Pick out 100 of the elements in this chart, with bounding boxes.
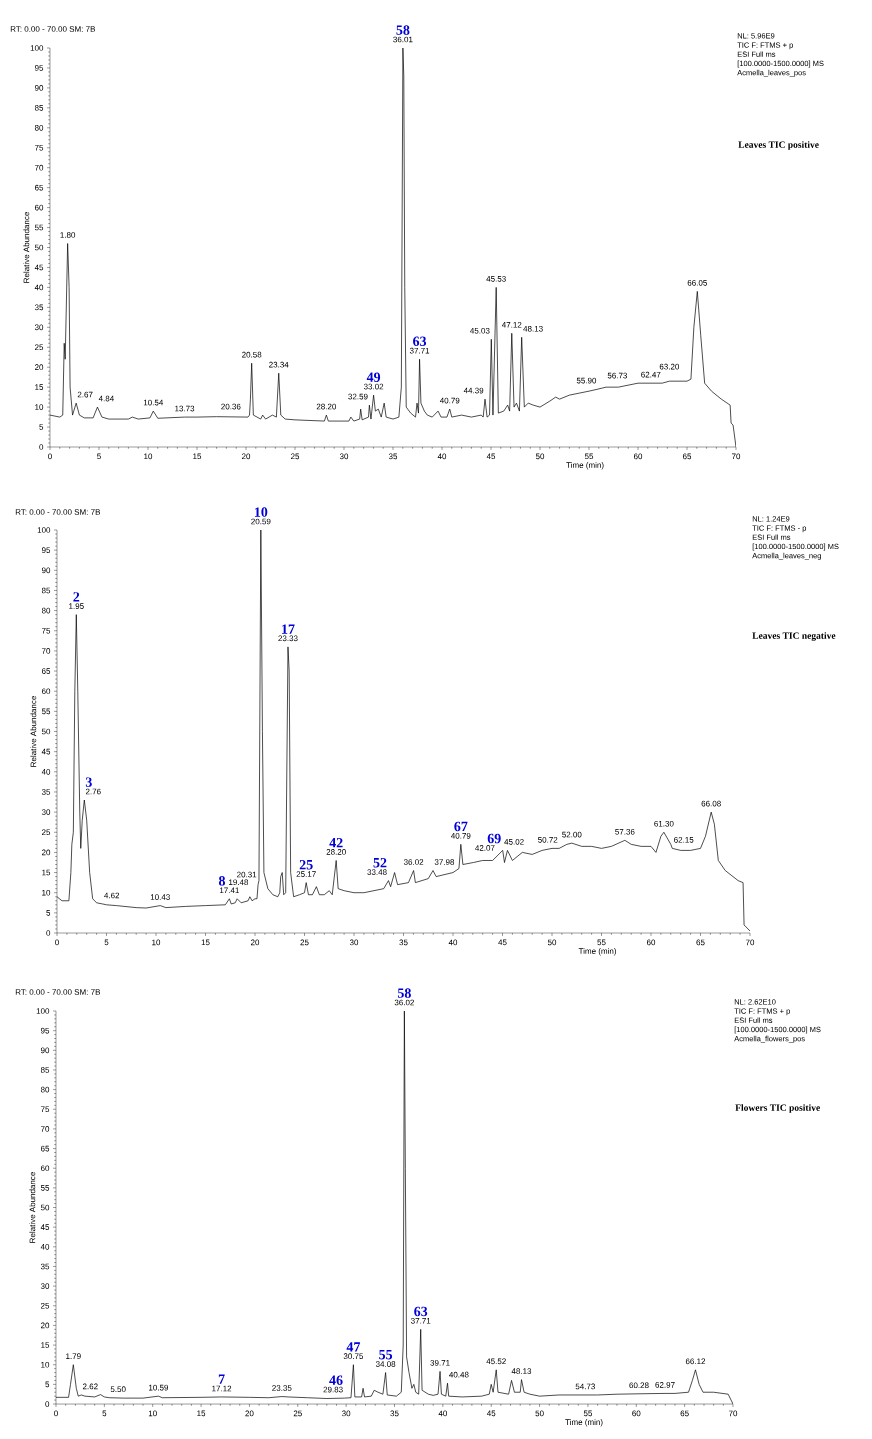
annotation: 23.35 — [272, 1385, 292, 1391]
x-tick-label: 55 — [583, 1410, 593, 1417]
y-tick-label: 70 — [40, 1126, 50, 1132]
text: RT: 0.00 - 70.00 SM: 7B — [15, 509, 100, 515]
y-tick-label: 100 — [37, 527, 51, 533]
annotation: 62.97 — [655, 1382, 675, 1388]
y-tick-label: 75 — [41, 627, 51, 634]
y-tick-label: 0 — [45, 1401, 50, 1407]
x-tick-label: 35 — [388, 453, 398, 460]
annotation: 4.62 — [104, 892, 120, 899]
y-tick-label: 0 — [46, 930, 51, 936]
x-tick-label: 35 — [390, 1410, 399, 1417]
y-tick-label: 90 — [41, 567, 51, 574]
x-axis-title: Time (min) — [566, 462, 604, 470]
annotation: 57.36 — [615, 828, 635, 835]
x-tick-label: 35 — [399, 939, 408, 946]
y-tick-label: 40 — [41, 768, 51, 775]
annotation: 5.50 — [110, 1386, 126, 1393]
annotation: 66.05 — [687, 280, 707, 286]
annotation: 20.36 — [221, 403, 241, 410]
annotation: 33.48 — [367, 869, 387, 875]
y-axis-title: Relative Abundance — [23, 212, 30, 283]
y-tick-label: 40 — [40, 1243, 50, 1250]
annotation: 3 — [85, 777, 92, 787]
annotation: 32.59 — [348, 393, 368, 400]
annotation: 48.13 — [523, 325, 543, 332]
x-tick-label: 15 — [193, 453, 202, 460]
annotation: 61.30 — [654, 820, 674, 827]
annotation: 60.28 — [629, 1382, 649, 1389]
annotation: 17 — [282, 624, 295, 634]
x-tick-label: 55 — [597, 939, 606, 946]
annotation: 45.52 — [486, 1358, 506, 1365]
y-tick-label: 60 — [41, 688, 51, 695]
annotation: 56.73 — [607, 372, 628, 379]
y-tick-label: 15 — [41, 1342, 50, 1348]
annotation: 37.71 — [409, 347, 430, 354]
annotation: 34.08 — [375, 1361, 396, 1367]
annotation: 1.95 — [69, 603, 84, 609]
annotation: 66.12 — [685, 1358, 706, 1365]
y-axis-title: Relative Abundance — [29, 1172, 36, 1243]
x-tick-label: 60 — [646, 939, 656, 946]
x-tick-label: 45 — [486, 453, 496, 460]
x-tick-label: 25 — [300, 939, 309, 946]
x-tick-label: 5 — [97, 453, 101, 460]
y-tick-label: 30 — [41, 809, 51, 815]
y-axis-title: Relative Abundance — [30, 696, 37, 767]
annotation: 1.79 — [66, 1353, 81, 1360]
annotation: 20.59 — [251, 518, 271, 525]
y-tick-label: 5 — [45, 1381, 50, 1388]
x-tick-label: 10 — [144, 453, 153, 460]
x-tick-label: 55 — [584, 453, 594, 460]
y-tick-label: 25 — [40, 1302, 50, 1309]
x-tick-label: 60 — [633, 453, 643, 460]
annotation: 23.34 — [269, 361, 289, 368]
annotation: 37.98 — [434, 859, 455, 865]
y-tick-label: 85 — [40, 1067, 50, 1073]
annotation: 36.02 — [403, 859, 424, 865]
y-tick-label: 20 — [40, 1322, 50, 1329]
annotation: 50.72 — [538, 837, 558, 843]
y-tick-label: 15 — [42, 869, 51, 876]
annotation: 47.12 — [501, 322, 522, 328]
annotation: 52 — [373, 858, 387, 868]
x-tick-label: 15 — [201, 939, 210, 946]
annotation: 46 — [329, 1375, 343, 1385]
y-tick-label: 50 — [34, 244, 44, 251]
annotation: 8 — [218, 876, 226, 886]
y-tick-label: 80 — [41, 607, 51, 614]
x-tick-label: 20 — [241, 453, 251, 460]
x-tick-label: 5 — [104, 939, 109, 946]
annotation: 17.41 — [219, 887, 239, 894]
text: RT: 0.00 - 70.00 SM: 7B — [15, 989, 100, 995]
y-tick-label: 5 — [39, 424, 44, 430]
text: Leaves TIC negative — [752, 632, 836, 641]
annotation: 63 — [414, 1306, 428, 1317]
annotation: 28.20 — [316, 403, 337, 410]
annotation: 58 — [396, 25, 410, 35]
annotation: 20.31 — [237, 871, 257, 878]
annotation: 7 — [218, 1374, 225, 1384]
annotation: 23.33 — [278, 635, 298, 642]
x-axis-title: Time (min) — [565, 1419, 603, 1427]
annotation: 42 — [329, 838, 343, 848]
annotation: 36.02 — [394, 999, 414, 1006]
y-tick-label: 100 — [30, 45, 44, 51]
annotation: 48.13 — [511, 1368, 532, 1374]
annotation: 42.07 — [475, 845, 495, 851]
y-tick-label: 45 — [40, 1224, 50, 1230]
annotation: 62.47 — [641, 371, 661, 378]
y-tick-label: 65 — [34, 184, 44, 191]
y-tick-label: 70 — [41, 648, 51, 654]
y-tick-label: 25 — [34, 344, 44, 351]
annotation: 1.80 — [60, 232, 76, 238]
x-tick-label: 50 — [535, 1410, 544, 1417]
x-tick-label: 60 — [632, 1410, 641, 1417]
y-tick-label: 15 — [35, 384, 44, 390]
annotation: 55.90 — [576, 377, 597, 384]
annotation: 2.67 — [77, 391, 93, 398]
annotation: 36.01 — [393, 36, 413, 43]
annotation: 40.79 — [439, 397, 460, 404]
y-tick-label: 100 — [36, 1008, 50, 1014]
y-tick-label: 55 — [41, 708, 51, 715]
